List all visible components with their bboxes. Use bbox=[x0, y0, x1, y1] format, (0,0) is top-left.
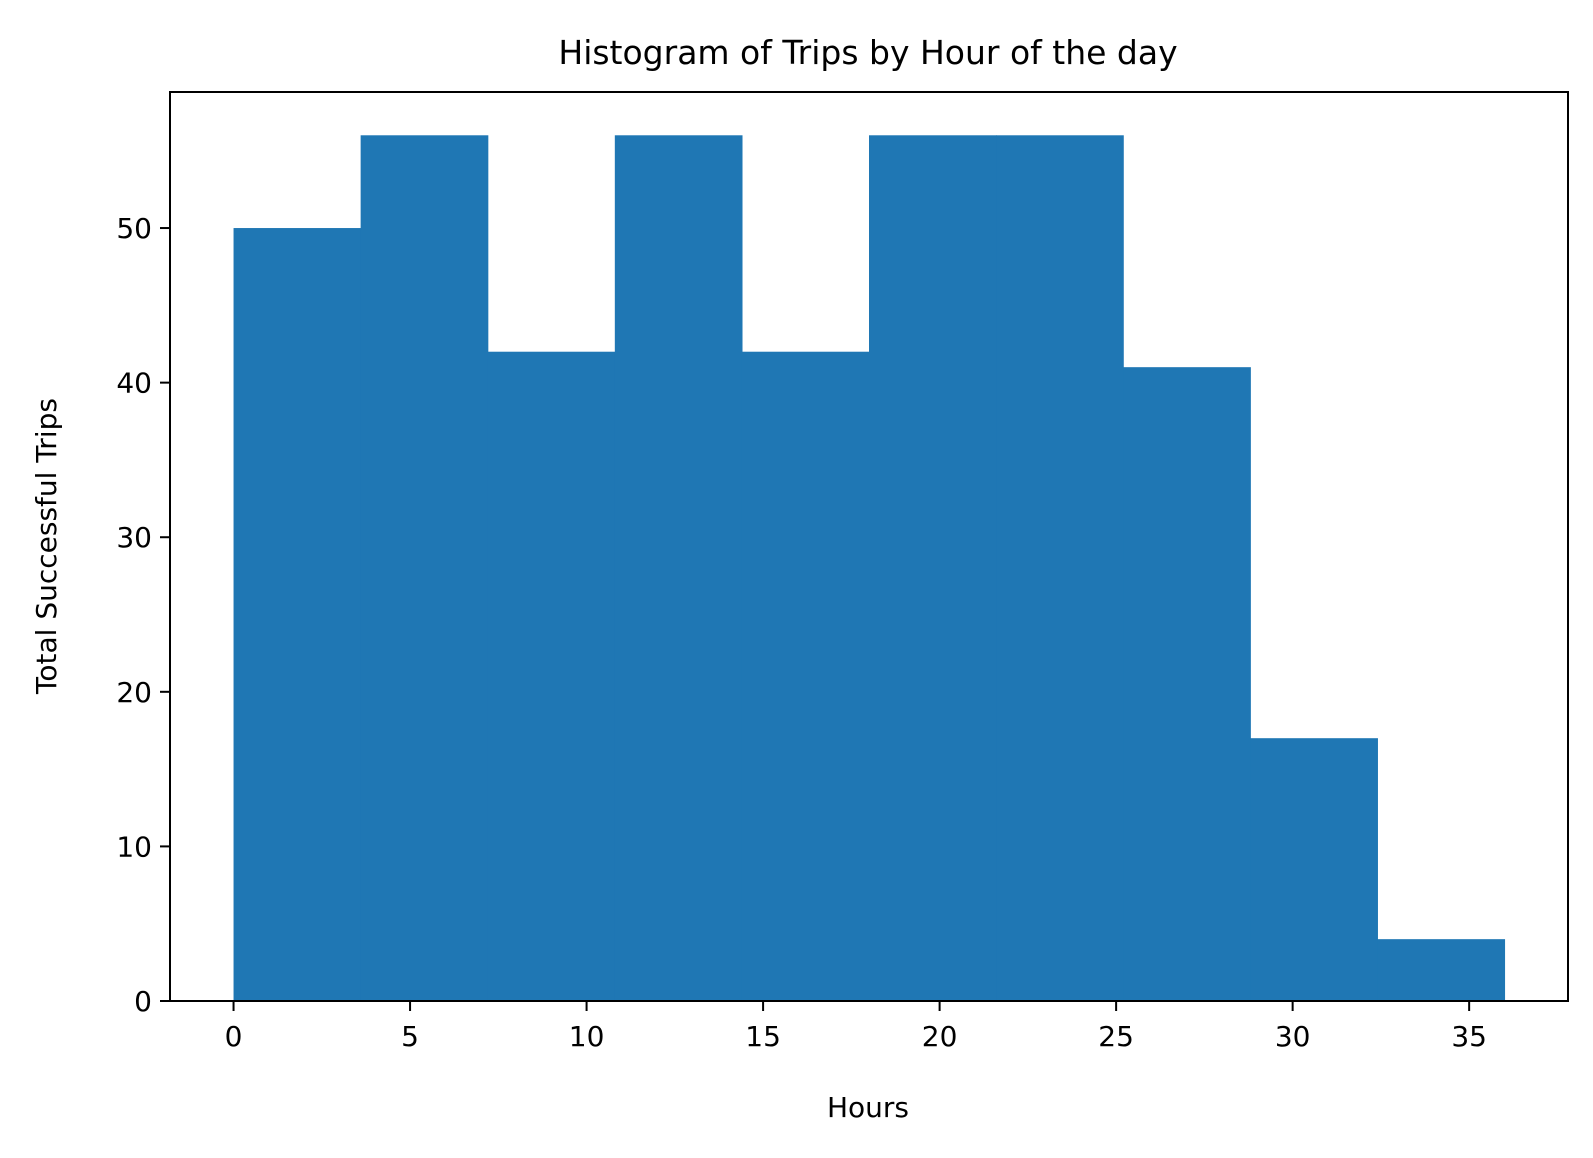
y-tick-label: 0 bbox=[134, 985, 152, 1018]
plot-area-frame bbox=[169, 91, 1569, 1002]
histogram-bar bbox=[1123, 367, 1251, 1001]
x-tick-label: 20 bbox=[922, 1020, 958, 1053]
y-tick-label: 10 bbox=[116, 830, 152, 863]
x-tick-label: 35 bbox=[1451, 1020, 1487, 1053]
histogram-bar bbox=[1250, 738, 1378, 1001]
histogram-bar bbox=[614, 135, 743, 1002]
y-axis: 0 10 20 30 40 50 bbox=[116, 212, 170, 1018]
histogram-bar bbox=[996, 135, 1124, 1002]
bars-layer bbox=[233, 135, 1506, 1002]
x-tick-label: 0 bbox=[225, 1020, 243, 1053]
histogram-bar bbox=[233, 228, 362, 1001]
histogram-bar bbox=[360, 135, 489, 1002]
x-tick-label: 25 bbox=[1098, 1020, 1134, 1053]
x-axis: 0 5 10 15 20 25 30 35 bbox=[225, 1001, 1487, 1053]
x-axis-label: Hours bbox=[827, 1091, 909, 1124]
y-tick-label: 20 bbox=[116, 676, 152, 709]
x-tick-label: 5 bbox=[401, 1020, 419, 1053]
histogram-bar bbox=[487, 351, 616, 1001]
chart-title: Histogram of Trips by Hour of the day bbox=[558, 33, 1177, 72]
x-tick-label: 15 bbox=[745, 1020, 781, 1053]
histogram-bar bbox=[741, 351, 870, 1001]
histogram-bar bbox=[1377, 939, 1506, 1001]
y-tick-label: 50 bbox=[116, 212, 152, 245]
x-tick-label: 10 bbox=[569, 1020, 605, 1053]
y-tick-label: 30 bbox=[116, 521, 152, 554]
x-tick-label: 30 bbox=[1275, 1020, 1311, 1053]
y-axis-label: Total Successful Trips bbox=[30, 398, 63, 695]
histogram-bar bbox=[869, 135, 997, 1002]
y-tick-label: 40 bbox=[116, 367, 152, 400]
